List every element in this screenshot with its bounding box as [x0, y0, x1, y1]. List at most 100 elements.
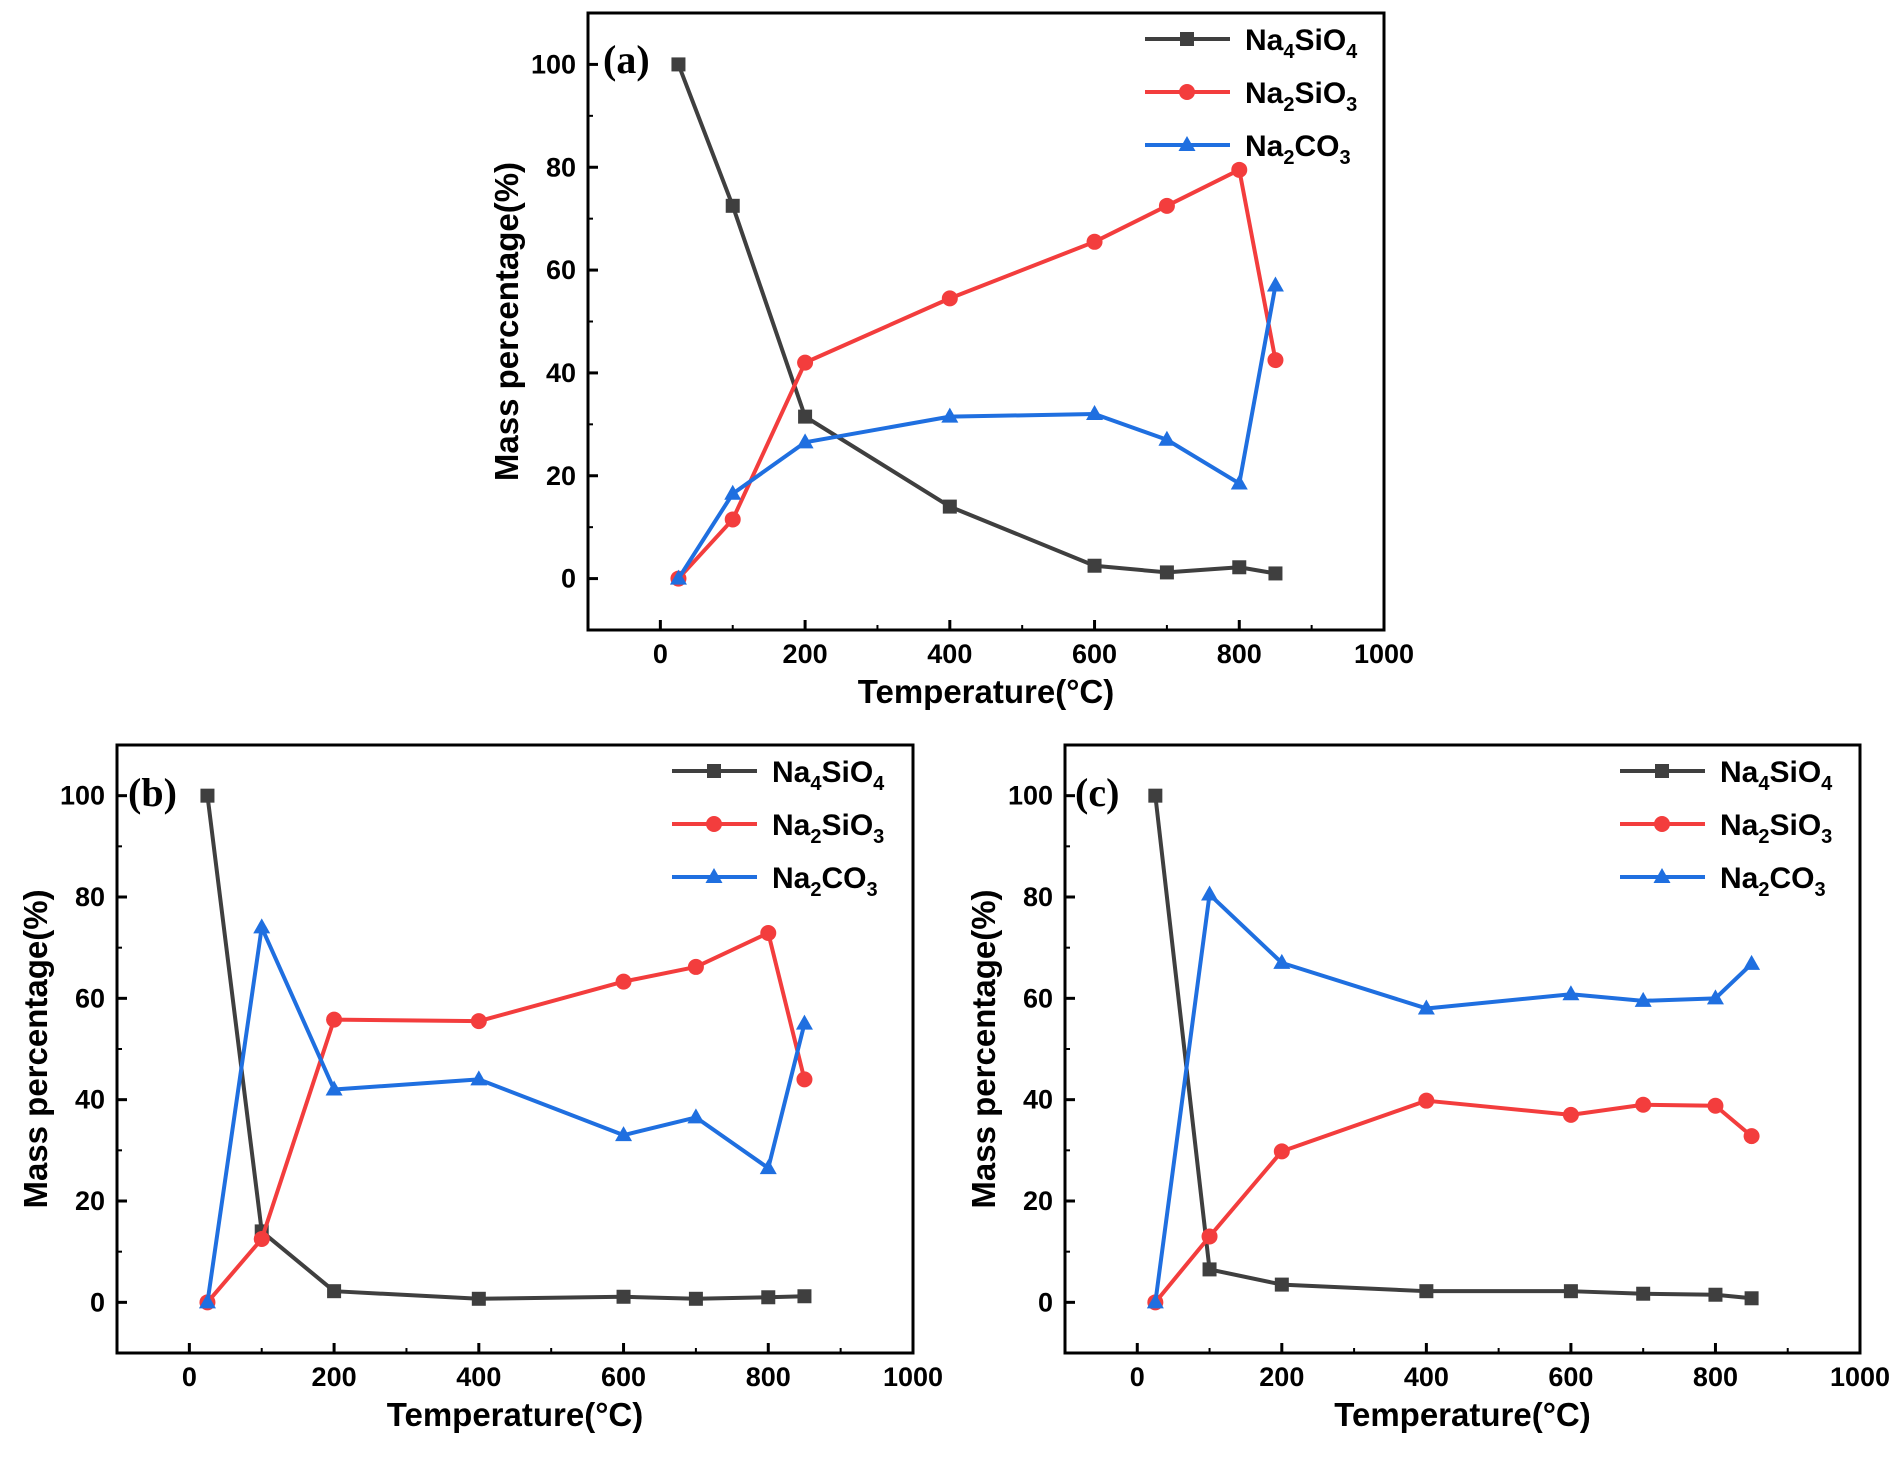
data-point [471, 1291, 486, 1306]
data-point [198, 1293, 216, 1309]
data-point [1743, 954, 1761, 970]
x-tick-label: 800 [1217, 639, 1262, 669]
series-line [205, 925, 807, 1303]
x-axis-title: Temperature(°C) [1334, 1396, 1590, 1433]
data-point [253, 918, 271, 934]
panel-label: (c) [1075, 770, 1119, 815]
y-tick-label: 0 [561, 564, 576, 594]
data-point [326, 1011, 343, 1028]
series-Na2SiO3 [1147, 1092, 1760, 1311]
x-tick-label: 200 [312, 1362, 357, 1392]
y-tick-label: 80 [1023, 882, 1053, 912]
data-point [325, 1080, 343, 1096]
x-tick-label: 600 [1548, 1362, 1593, 1392]
data-point [1086, 405, 1104, 421]
legend-label: Na4SiO4 [1245, 24, 1358, 63]
series-line [205, 795, 805, 1301]
legend-marker [1180, 32, 1194, 46]
x-tick-label: 0 [653, 639, 668, 669]
data-point [1267, 352, 1284, 369]
data-point [941, 407, 959, 423]
data-point [671, 57, 686, 72]
x-tick-label: 800 [1693, 1362, 1738, 1392]
y-tick-label: 100 [1008, 781, 1053, 811]
data-point [687, 958, 704, 975]
data-point [760, 924, 777, 941]
data-point [615, 973, 632, 990]
data-point [1563, 1284, 1578, 1299]
legend-entry: Na2SiO3 [1145, 77, 1357, 116]
data-point [470, 1013, 487, 1030]
x-tick-label: 600 [601, 1362, 646, 1392]
x-axis-title: Temperature(°C) [858, 673, 1114, 710]
data-point [724, 511, 741, 528]
y-tick-label: 100 [531, 49, 576, 79]
y-tick-label: 40 [1023, 1085, 1053, 1115]
data-point [669, 569, 687, 585]
legend-marker [1653, 868, 1671, 883]
data-point [470, 1070, 488, 1086]
data-point [797, 354, 814, 371]
data-point [1201, 1228, 1218, 1245]
data-point [253, 1231, 270, 1247]
y-tick-label: 20 [75, 1186, 105, 1216]
data-point [1158, 430, 1176, 446]
legend-marker [1178, 136, 1196, 151]
legend-label: Na2SiO3 [1720, 809, 1832, 848]
x-tick-label: 800 [746, 1362, 791, 1392]
data-point [942, 499, 957, 514]
x-axis-title: Temperature(°C) [387, 1396, 643, 1433]
data-point [1231, 161, 1248, 178]
x-tick-label: 600 [1072, 639, 1117, 669]
data-point [1635, 1096, 1652, 1113]
legend-label: Na2CO3 [1720, 862, 1826, 901]
data-point [1636, 1286, 1651, 1301]
x-tick-label: 1000 [1830, 1362, 1890, 1392]
legend-label: Na2CO3 [1245, 130, 1351, 169]
series-Na2CO3 [669, 276, 1284, 585]
series-Na2CO3 [198, 918, 813, 1309]
data-point [941, 290, 958, 307]
data-point [1268, 566, 1283, 581]
series-line [676, 63, 1276, 576]
series-line [676, 285, 1278, 580]
data-point [1230, 474, 1248, 490]
data-point [1634, 991, 1652, 1007]
data-point [1418, 1092, 1435, 1109]
y-tick-label: 0 [1038, 1287, 1053, 1317]
data-point [796, 433, 814, 449]
x-tick-label: 200 [783, 639, 828, 669]
series-line [1153, 1098, 1753, 1304]
data-point [796, 1071, 813, 1088]
data-point [1086, 233, 1103, 250]
data-point [795, 1014, 813, 1030]
legend-entry: Na2SiO3 [672, 809, 884, 848]
data-point [616, 1289, 631, 1304]
y-tick-label: 0 [90, 1287, 105, 1317]
data-point [1743, 1128, 1760, 1145]
y-axis-title: Mass percentage(%) [965, 889, 1002, 1208]
data-point [1158, 197, 1175, 214]
y-tick-label: 20 [546, 461, 576, 491]
legend-entry: Na2CO3 [1145, 130, 1351, 169]
data-point [1148, 788, 1163, 803]
series-line [205, 930, 807, 1304]
y-axis-title: Mass percentage(%) [17, 889, 54, 1208]
data-point [1706, 989, 1724, 1005]
data-point [725, 198, 740, 213]
data-point [1744, 1291, 1759, 1306]
data-point [1274, 1277, 1289, 1292]
y-axis-title: Mass percentage(%) [488, 162, 525, 481]
y-tick-label: 80 [546, 152, 576, 182]
series-Na4SiO4 [200, 788, 812, 1306]
data-point [1419, 1284, 1434, 1299]
legend-entry: Na2CO3 [1620, 862, 1826, 901]
data-point [797, 1289, 812, 1304]
x-tick-label: 200 [1259, 1362, 1304, 1392]
data-point [1159, 565, 1174, 580]
y-tick-label: 60 [546, 255, 576, 285]
x-tick-label: 1000 [1354, 639, 1414, 669]
data-point [687, 1108, 705, 1124]
legend-label: Na4SiO4 [772, 756, 885, 795]
